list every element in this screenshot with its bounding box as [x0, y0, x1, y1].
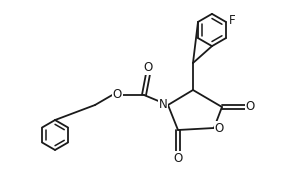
Text: O: O: [245, 101, 255, 113]
Text: O: O: [113, 88, 122, 101]
Text: O: O: [143, 61, 153, 74]
Text: F: F: [229, 14, 236, 27]
Text: O: O: [173, 152, 183, 165]
Text: O: O: [215, 121, 224, 135]
Text: N: N: [158, 98, 167, 112]
